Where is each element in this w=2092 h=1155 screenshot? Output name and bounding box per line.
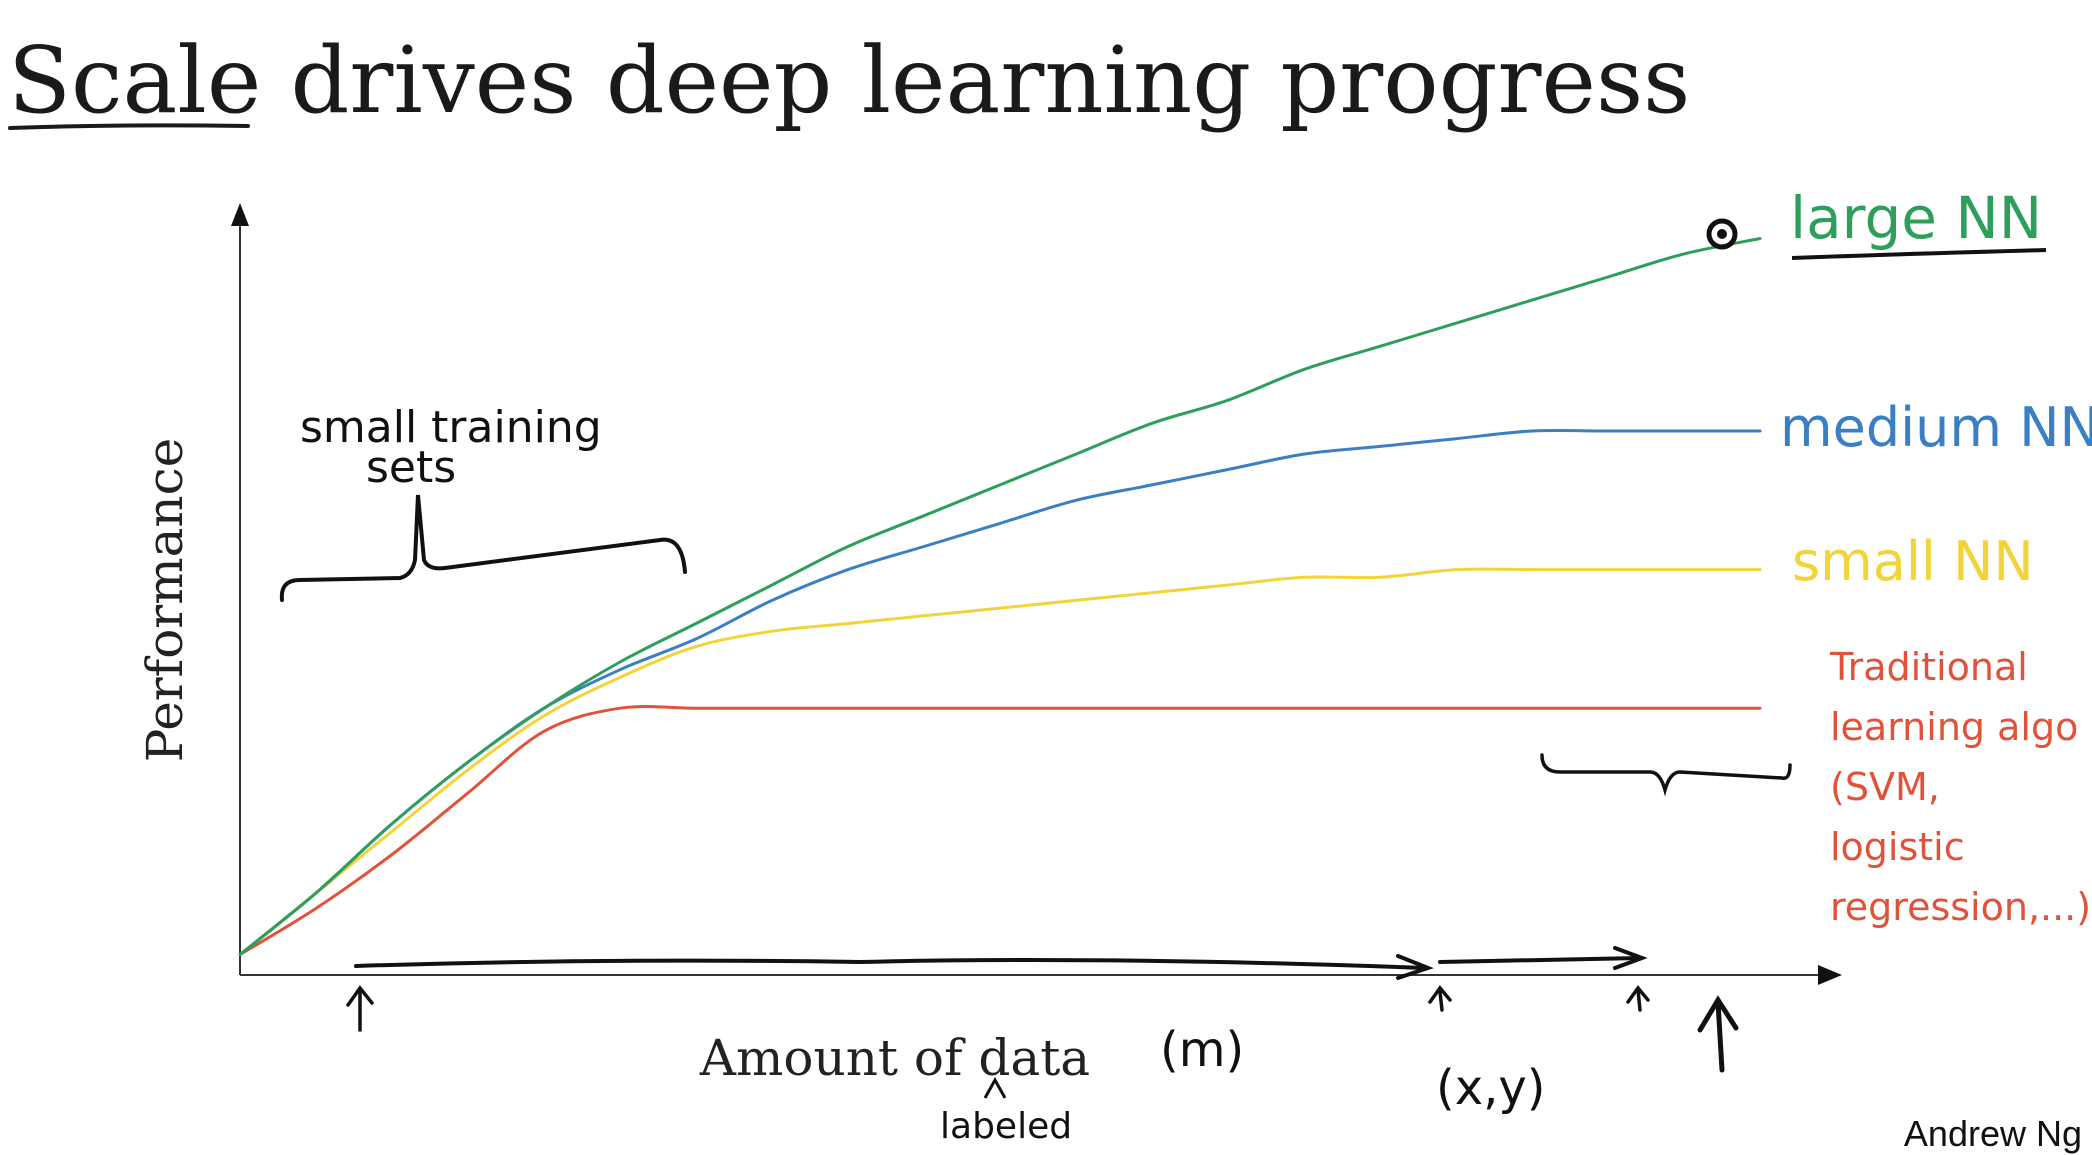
series-labels: large NN medium NN small NN Traditional …: [1780, 184, 2092, 929]
up-arrow-icon-1: [346, 985, 374, 1032]
title-underlined-word: Scale: [8, 27, 261, 134]
right-section-brace: [1540, 753, 1792, 797]
large-nn-endpoint-marker: [1706, 218, 1738, 250]
annotation-xy: (x,y): [1436, 1060, 1546, 1116]
label-traditional-line-2: learning algo: [1830, 705, 2078, 749]
up-arrow-icon-3: [1626, 985, 1650, 1012]
up-arrow-icon-4-large: [1697, 995, 1739, 1073]
x-axis-arrow-icon: [1818, 965, 1842, 985]
series-large-nn: [238, 237, 1762, 957]
labeled-caret: [983, 1076, 1007, 1099]
series-layer: [238, 237, 1762, 957]
annotation-labeled: labeled: [940, 1106, 1072, 1147]
title-rest: drives deep learning progress: [261, 27, 1690, 134]
y-axis-label: Performance: [136, 438, 194, 762]
label-traditional-line-4: logistic: [1830, 825, 1965, 869]
label-small-nn: small NN: [1792, 530, 2034, 593]
y-axis-arrow-icon: [231, 203, 249, 226]
tick-arrows: [346, 985, 1739, 1073]
label-traditional-line-3: (SVM,: [1830, 765, 1940, 809]
title-underline: [8, 123, 250, 130]
series-traditional: [238, 705, 1762, 957]
axes: [231, 203, 1842, 985]
annotation-m: (m): [1160, 1022, 1244, 1078]
label-large-nn: large NN: [1790, 184, 2042, 252]
small-training-sets-line-2: sets: [366, 442, 456, 493]
x-axis-label: Amount of data: [699, 1029, 1090, 1087]
up-arrow-icon-2: [1428, 985, 1452, 1012]
annotation-small-training-sets: small training sets: [279, 402, 687, 602]
label-traditional-line-1: Traditional: [1829, 645, 2028, 689]
data-span-arrow-1: [354, 958, 1427, 970]
small-training-sets-brace: [279, 494, 687, 602]
data-span-arrow-2: [1438, 956, 1642, 964]
label-medium-nn: medium NN: [1780, 396, 2092, 459]
data-span-arrow-2-head: [1613, 946, 1648, 970]
label-traditional-line-5: regression,...): [1830, 885, 2091, 929]
label-traditional: Traditional learning algo (SVM, logistic…: [1829, 645, 2091, 929]
large-nn-label-underline: [1791, 248, 2047, 260]
small-training-sets-line-1: small training: [300, 402, 602, 453]
slide-title: Scale drives deep learning progress: [8, 27, 1690, 134]
footer-author: Andrew Ng: [1904, 1113, 2082, 1154]
series-small-nn: [238, 567, 1762, 957]
data-span-arrows: [354, 946, 1648, 980]
series-medium-nn: [238, 428, 1762, 957]
data-span-arrow-1-head: [1396, 954, 1434, 980]
svg-text:Scale drives deep learning pro: Scale drives deep learning progress: [8, 27, 1690, 134]
large-nn-endpoint-dot: [1717, 229, 1727, 239]
